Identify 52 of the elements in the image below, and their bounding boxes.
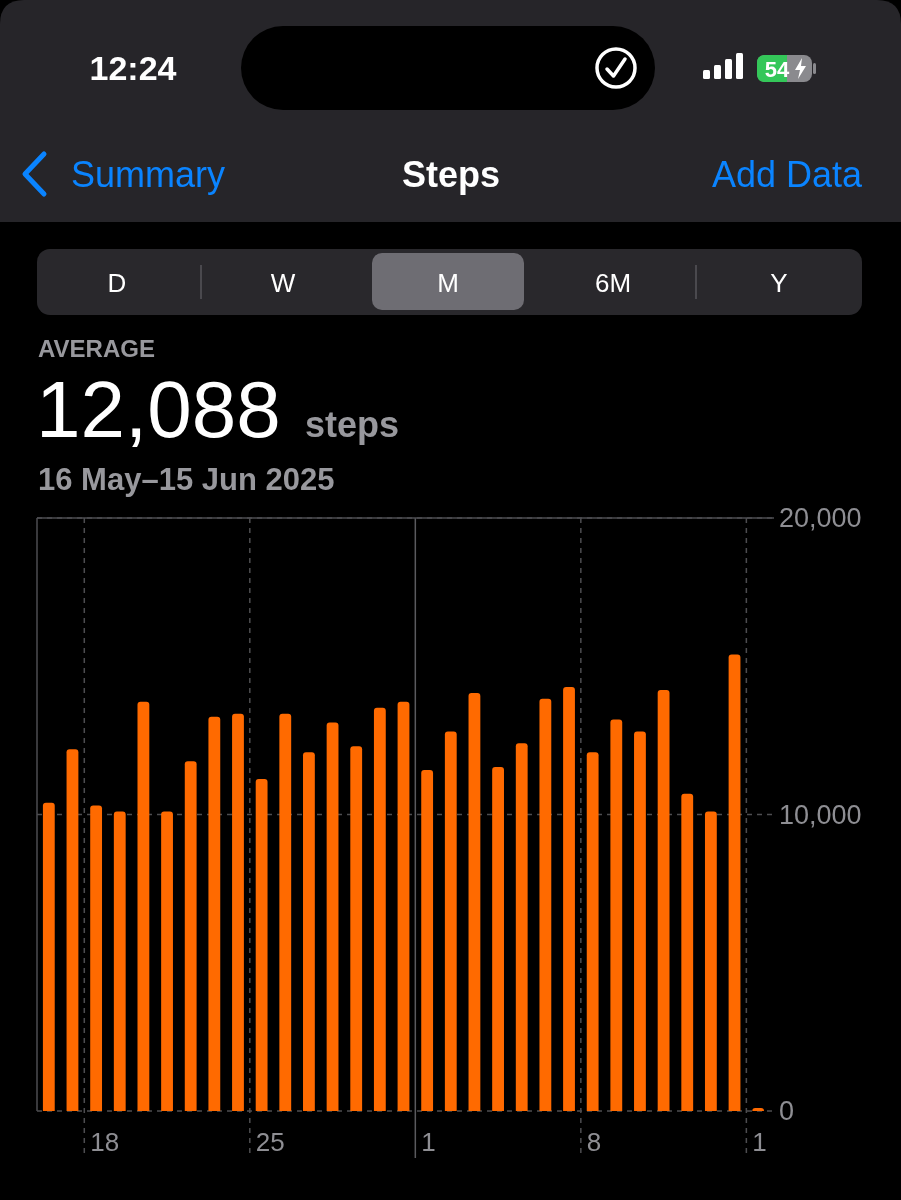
bar xyxy=(373,707,386,1111)
bar xyxy=(350,746,363,1111)
bar xyxy=(279,713,292,1111)
bar xyxy=(610,719,623,1111)
bar xyxy=(113,811,126,1111)
bar xyxy=(303,752,315,1111)
bar xyxy=(208,716,221,1111)
bar xyxy=(681,793,694,1111)
y-tick-label: 10,000 xyxy=(779,799,862,830)
bar xyxy=(634,731,646,1111)
text: 12:24 xyxy=(89,49,177,87)
bar xyxy=(657,689,670,1111)
text: D xyxy=(107,268,127,298)
chart-subtitle: 16 May–15 Jun 2025 xyxy=(38,462,335,497)
bar xyxy=(444,731,457,1111)
bar xyxy=(326,722,339,1111)
bar xyxy=(161,811,173,1111)
x-tick-label: 25 xyxy=(255,1127,285,1158)
bar xyxy=(397,701,410,1111)
bar xyxy=(492,767,504,1111)
bar xyxy=(586,752,599,1111)
bar xyxy=(421,770,434,1111)
bar xyxy=(184,761,197,1111)
bar xyxy=(137,701,150,1111)
text: Add Data xyxy=(711,154,863,195)
chart-title: Steps xyxy=(401,154,501,195)
x-tick-label: 18 xyxy=(90,1127,120,1158)
x-tick-label: 8 xyxy=(586,1127,602,1158)
bar xyxy=(539,698,552,1111)
bar xyxy=(90,805,103,1111)
y-tick-label: 20,000 xyxy=(779,503,862,534)
text: 54 xyxy=(764,57,790,82)
text: 12,088 xyxy=(36,365,281,454)
x-tick-label: 1 xyxy=(752,1127,767,1158)
bar xyxy=(563,687,575,1111)
bar xyxy=(468,692,481,1111)
text: Summary xyxy=(71,154,226,195)
text: 6M xyxy=(594,268,632,298)
text: W xyxy=(270,268,296,298)
bar xyxy=(704,811,717,1111)
y-tick-label: 0 xyxy=(779,1096,795,1127)
text: Y xyxy=(770,268,788,298)
x-tick-label: 1 xyxy=(421,1127,436,1158)
bar xyxy=(255,778,268,1111)
bar xyxy=(42,802,55,1111)
text: AVERAGE xyxy=(38,335,155,362)
text: M xyxy=(437,268,459,298)
bar xyxy=(232,713,244,1111)
bar xyxy=(66,749,79,1111)
bar xyxy=(728,654,741,1111)
text: steps xyxy=(305,404,400,445)
bar xyxy=(515,743,528,1111)
